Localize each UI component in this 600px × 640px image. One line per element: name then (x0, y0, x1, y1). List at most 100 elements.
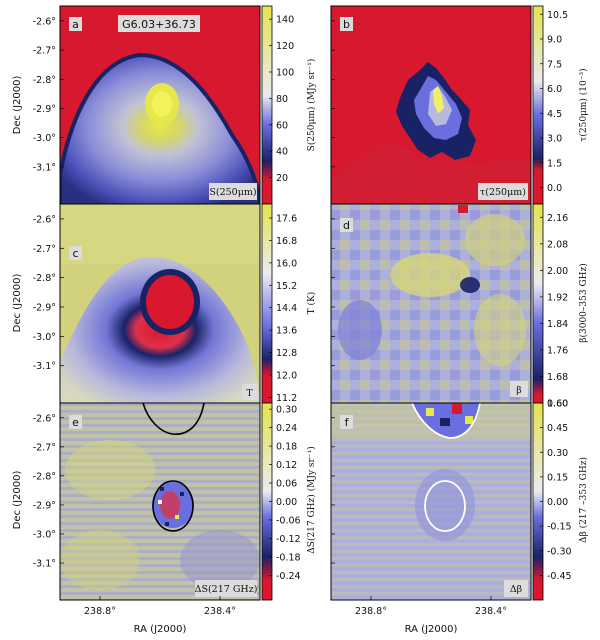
x-axis-label-f: RA (J2000) (405, 624, 458, 635)
colorbar-tick-label-a: 20 (276, 173, 288, 184)
colorbar-tick-label-c: 14.4 (276, 303, 297, 314)
map-label-box-c (242, 384, 257, 400)
x-tick-label: 238.4° (475, 606, 507, 617)
colorbar-tick-label-a: 60 (276, 120, 288, 131)
panel-letter-box-f (340, 415, 353, 429)
colorbar-tick-label-d: 2.08 (547, 239, 568, 250)
heatmap-a (60, 6, 260, 204)
colorbar-tick-label-e: -0.06 (276, 515, 301, 526)
colorbar-label-e: ΔS(217 GHz) (MJy sr⁻¹) (306, 446, 317, 553)
colorbar-tick-label-f: 0.15 (547, 472, 568, 483)
source-name-box (118, 15, 200, 32)
panel-f: f Δβ (330, 402, 532, 601)
colorbar-tick-label-f: 0.00 (547, 497, 568, 508)
y-tick-label: -2.7° (33, 442, 56, 453)
panel-letter-f: f (345, 416, 350, 429)
map-label-box-b (478, 183, 528, 200)
panel-d: d β (330, 203, 532, 404)
colorbar-label-f: Δβ (217 –353 GHz) (578, 457, 589, 543)
y-tick-label: -3.0° (33, 133, 56, 144)
colorbar-tick-label-a: 100 (276, 68, 294, 79)
panel-letter-d: d (343, 219, 350, 232)
colorbar-c (261, 203, 273, 404)
colorbar-tick-label-c: 17.6 (276, 214, 297, 225)
colorbar-tick-label-d: 1.84 (547, 319, 568, 330)
x-tick-label: 238.8° (355, 606, 387, 617)
colorbar-d (532, 203, 544, 404)
panel-letter-box-c (69, 246, 82, 260)
panel-e: e ΔS(217 GHz) (59, 402, 261, 601)
panel-letter-box-d (340, 218, 353, 232)
colorbar-tick-label-f: 0.45 (547, 423, 568, 434)
colorbar-tick-label-c: 12.0 (276, 370, 297, 381)
y-tick-label: -2.8° (33, 75, 56, 86)
map-label-box-e (195, 580, 257, 597)
colorbar-label-b: τ(250μm) (10⁻³) (578, 68, 589, 141)
panel-letter-box-a (69, 17, 82, 31)
y-tick-label: -2.8° (33, 273, 56, 284)
x-tick-label: 238.8° (84, 606, 116, 617)
colorbar-tick-label-f: -0.15 (547, 522, 572, 533)
map-label-a: S(250μm) (209, 187, 256, 198)
y-tick-label: -2.6° (33, 413, 56, 424)
panel-a: a G6.03+36.73 S(250μm) (59, 5, 261, 205)
source-name: G6.03+36.73 (122, 18, 196, 31)
colorbar-tick-label-b: 4.5 (547, 109, 562, 120)
colorbar-tick-label-e: 0.30 (276, 405, 297, 416)
colorbar-tick-label-f: -0.30 (547, 546, 572, 557)
colorbar-tick-label-b: 3.0 (547, 134, 562, 145)
colorbar-tick-label-c: 13.6 (276, 326, 297, 337)
y-tick-label: -2.6° (33, 214, 56, 225)
colorbar-label-c: T (K) (306, 292, 317, 315)
panel-letter-c: c (72, 247, 78, 260)
y-tick-label: -3.1° (33, 361, 56, 372)
colorbar-tick-label-d: 1.60 (547, 399, 568, 410)
x-axis-label-e: RA (J2000) (134, 624, 187, 635)
colorbar-tick-label-e: 0.00 (276, 497, 297, 508)
panel-letter-a: a (72, 18, 79, 31)
y-tick-label: -3.1° (33, 162, 56, 173)
panel-letter-box-b (340, 17, 353, 31)
colorbar-tick-label-d: 1.92 (547, 292, 568, 303)
map-label-c: T (246, 388, 253, 399)
colorbar-tick-label-b: 1.5 (547, 158, 562, 169)
colorbar-tick-label-e: 0.06 (276, 479, 297, 490)
map-label-box-f (504, 580, 528, 597)
y-tick-label: -2.6° (33, 16, 56, 27)
panel-letter-box-e (69, 415, 82, 429)
map-label-e: ΔS(217 GHz) (195, 584, 258, 595)
y-tick-label: -2.9° (33, 302, 56, 313)
colorbar-tick-label-c: 16.8 (276, 236, 297, 247)
y-tick-label: -2.7° (33, 46, 56, 57)
colorbar-tick-label-a: 140 (276, 15, 294, 26)
y-axis-label-e: Dec (J2000) (12, 471, 23, 530)
axis-tick-labels: -2.6° -2.7° -2.8° -2.9° -3.0° -3.1° -2.6° -2.7°… (33, 16, 507, 617)
colorbar-tick-label-e: 0.24 (276, 423, 297, 434)
y-tick-label: -2.9° (33, 104, 56, 115)
colorbar-tick-label-d: 1.68 (547, 372, 568, 383)
frame-f (330, 402, 532, 601)
y-tick-label: -3.1° (33, 559, 56, 570)
heatmap-f (331, 403, 531, 600)
y-tick-label: -3.0° (33, 530, 56, 541)
colorbar-a (261, 5, 273, 205)
colorbar-tick-label-a: 80 (276, 94, 288, 105)
map-label-box-a (209, 183, 257, 200)
colorbar-tick-label-f: -0.45 (547, 571, 572, 582)
colorbar-tick-label-b: 9.0 (547, 35, 562, 46)
colorbar-tick-label-a: 40 (276, 147, 288, 158)
colorbar-tick-label-e: -0.24 (276, 571, 301, 582)
map-label-f: Δβ (510, 584, 523, 595)
colorbar-tick-label-e: -0.12 (276, 534, 301, 545)
colorbar-tick-label-c: 15.2 (276, 281, 297, 292)
colorbar-tick-label-f: 0.60 (547, 399, 568, 410)
y-tick-label: -2.9° (33, 500, 56, 511)
colorbar-tick-label-c: 11.2 (276, 393, 297, 404)
map-label-b: τ(250μm) (480, 187, 526, 198)
frame-e (59, 402, 261, 601)
heatmap-c (60, 204, 260, 403)
map-label-box-d (510, 381, 528, 397)
heatmap-b (331, 6, 531, 204)
panel-letter-e: e (72, 416, 79, 429)
